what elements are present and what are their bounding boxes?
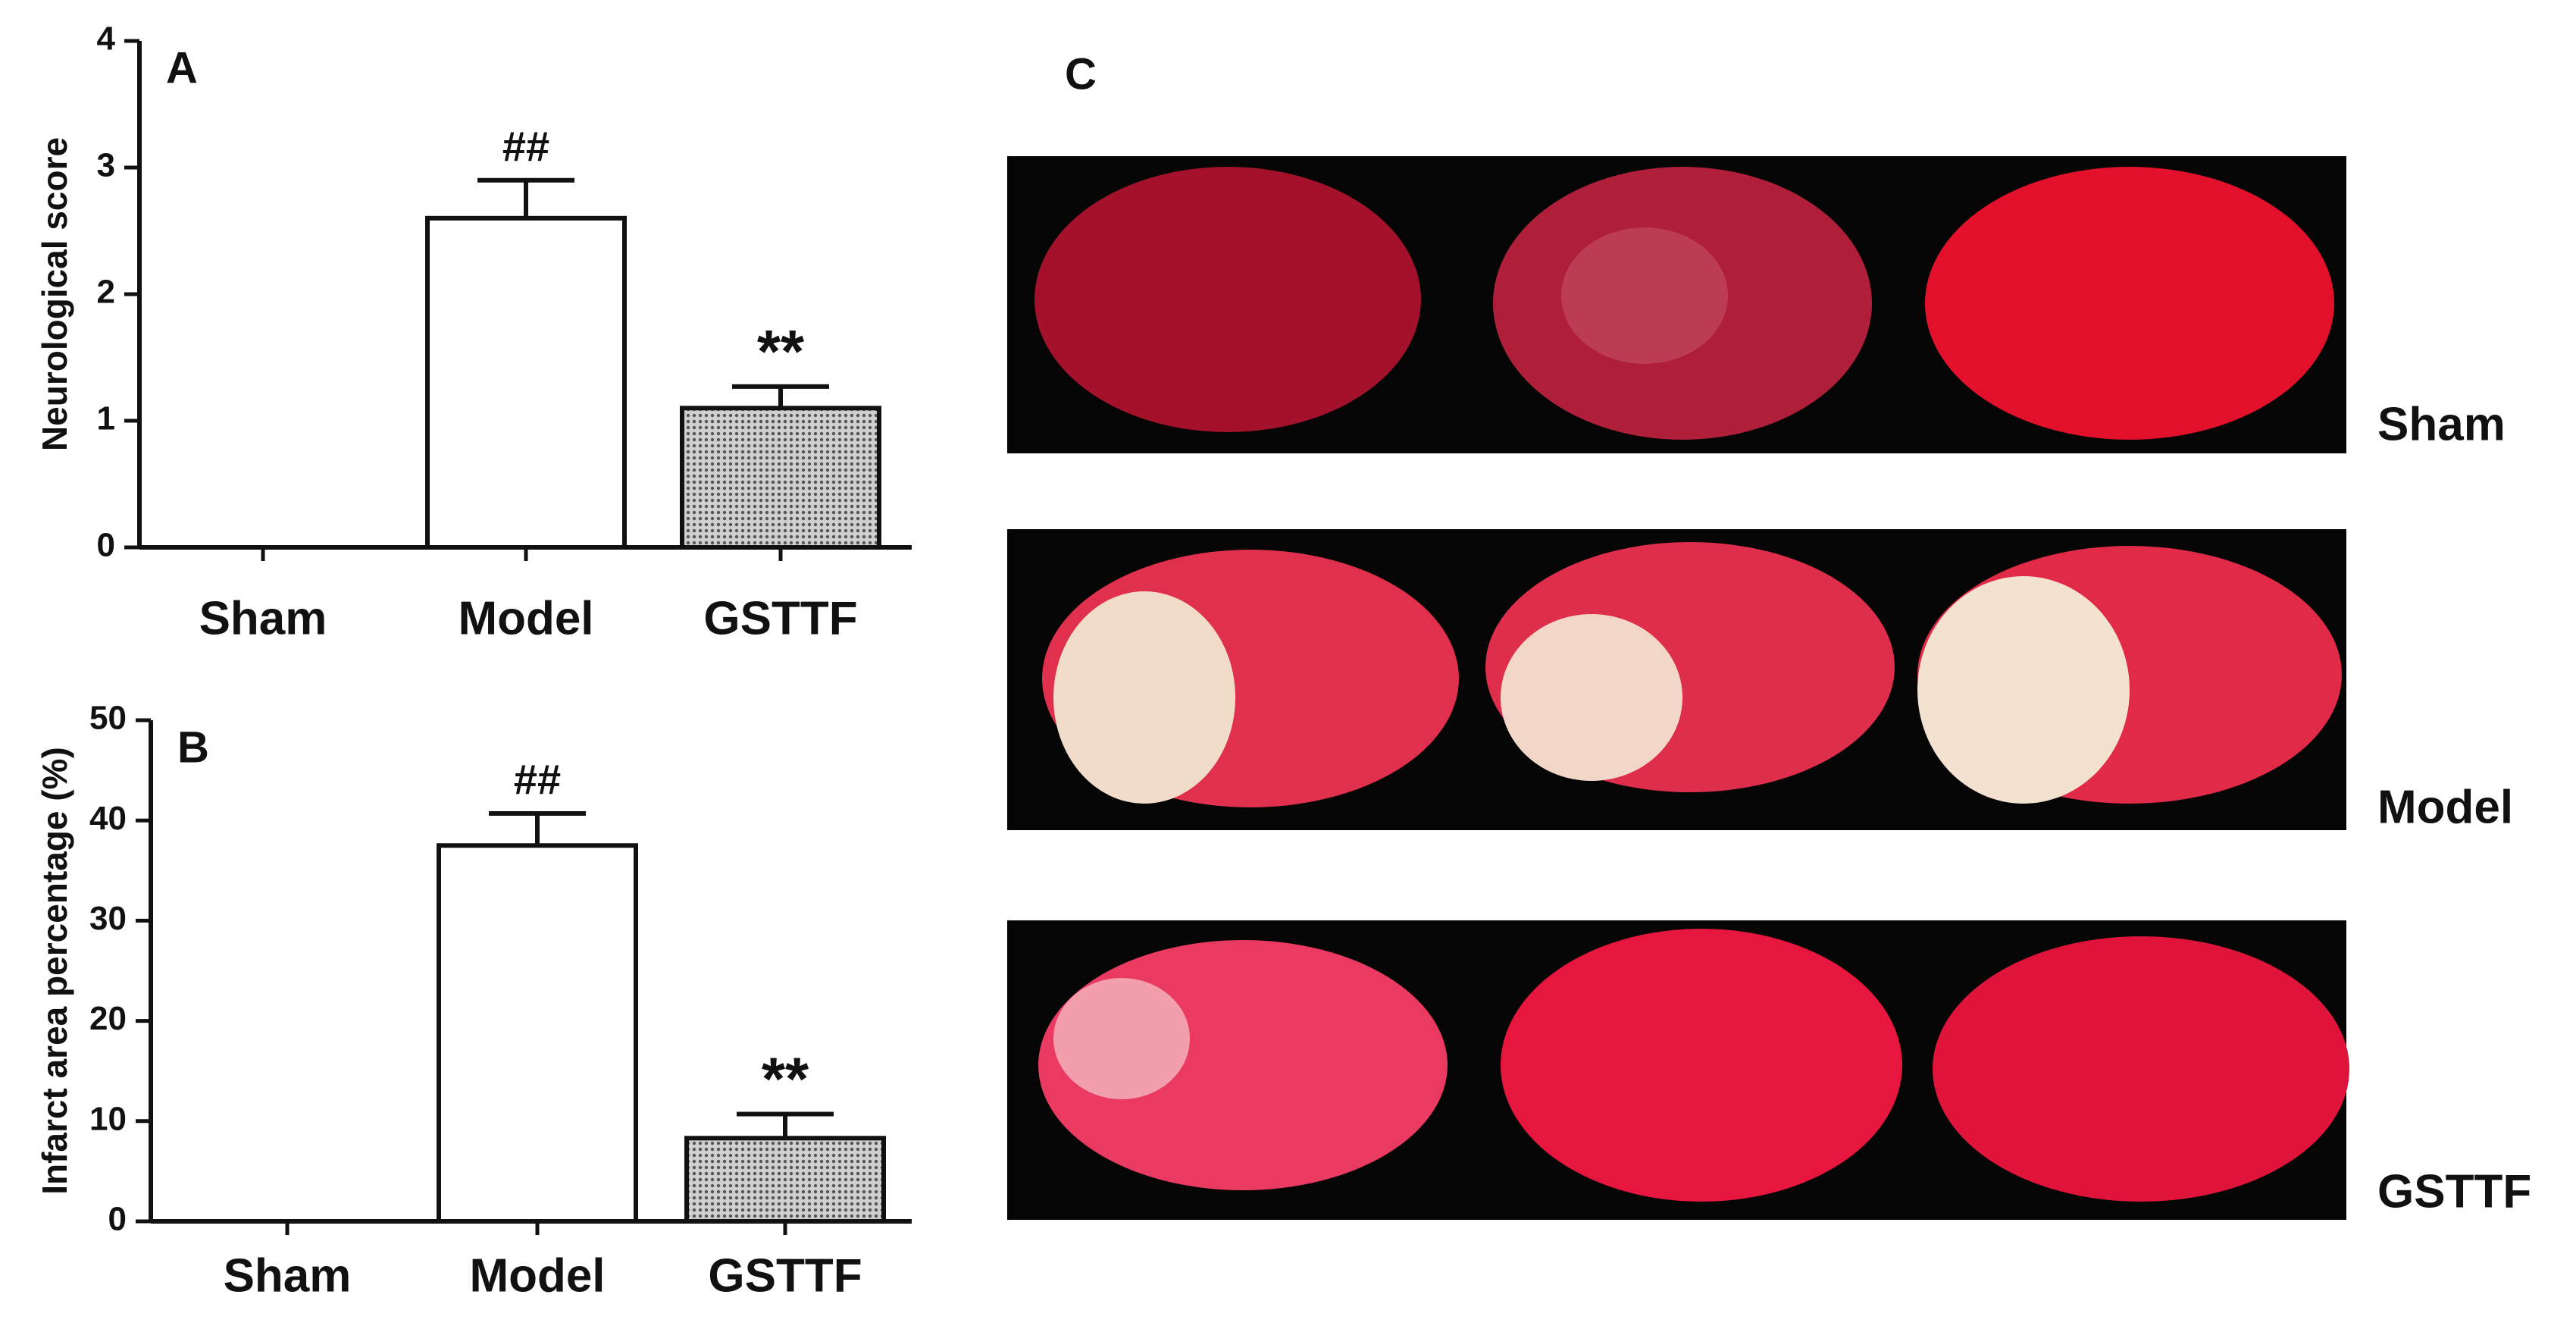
y-tick-label: 50 bbox=[89, 700, 127, 737]
row-label: Sham bbox=[2377, 398, 2506, 450]
photo-row bbox=[1007, 529, 2346, 830]
brain-slice bbox=[1501, 929, 1902, 1202]
y-axis-label: Infarct area percentage (%) bbox=[35, 747, 74, 1195]
bar bbox=[437, 843, 638, 1224]
brain-slice bbox=[1925, 167, 2334, 440]
x-tick-label: GSTTF bbox=[708, 1249, 862, 1302]
brain-detail bbox=[1561, 227, 1728, 364]
y-tick-label: 30 bbox=[89, 900, 127, 937]
panel-label: C bbox=[1065, 49, 1097, 99]
infarct bbox=[1053, 591, 1235, 804]
brain-slice bbox=[1933, 936, 2349, 1202]
infarct bbox=[1501, 614, 1682, 781]
significance-label: ## bbox=[514, 756, 561, 804]
brain-slice bbox=[1034, 167, 1421, 432]
bar bbox=[684, 1136, 886, 1224]
x-tick-label: GSTTF bbox=[703, 592, 857, 644]
significance-label: ** bbox=[757, 318, 805, 385]
row-label: GSTTF bbox=[2377, 1165, 2531, 1218]
row-label: Model bbox=[2377, 781, 2513, 833]
x-tick-label: Sham bbox=[224, 1249, 352, 1302]
y-tick-label: 40 bbox=[89, 800, 127, 837]
y-tick-label: 1 bbox=[97, 400, 115, 437]
photo-row bbox=[1007, 156, 2346, 453]
y-tick-label: 4 bbox=[97, 20, 116, 58]
bar bbox=[680, 406, 881, 550]
y-tick-label: 0 bbox=[108, 1201, 127, 1238]
y-tick-label: 10 bbox=[89, 1100, 127, 1137]
panel-label: B bbox=[177, 722, 209, 772]
y-tick-label: 20 bbox=[89, 1000, 127, 1037]
x-tick-label: Model bbox=[469, 1249, 605, 1302]
y-tick-label: 0 bbox=[97, 527, 115, 564]
photo-row bbox=[1007, 920, 2349, 1220]
brain-detail bbox=[1053, 978, 1190, 1099]
infarct bbox=[1917, 576, 2130, 804]
bar bbox=[425, 215, 627, 550]
y-tick-label: 2 bbox=[97, 274, 115, 311]
panel-label: A bbox=[166, 43, 198, 92]
x-tick-label: Sham bbox=[199, 592, 327, 644]
significance-label: ## bbox=[502, 122, 549, 170]
x-tick-label: Model bbox=[458, 592, 593, 644]
significance-label: ** bbox=[762, 1045, 809, 1113]
y-axis-label: Neurological score bbox=[35, 137, 74, 451]
y-tick-label: 3 bbox=[97, 147, 115, 184]
